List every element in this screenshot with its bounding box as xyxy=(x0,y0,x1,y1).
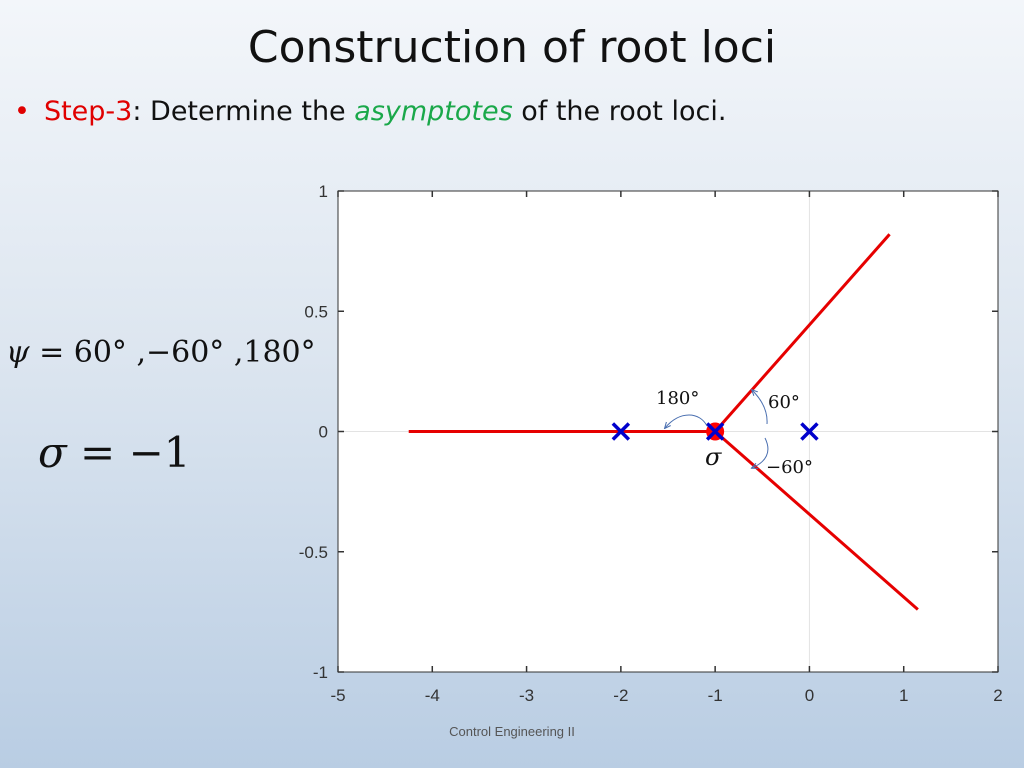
sigma-value: = −1 xyxy=(80,428,191,477)
psi-values: = 60° ,−60° ,180° xyxy=(39,335,316,370)
locus-series xyxy=(408,233,919,611)
bullet-dot-icon: • xyxy=(14,96,30,127)
bullet-emphasis: asymptotes xyxy=(354,96,513,127)
angle-annotations: 180° 60° −60° σ xyxy=(656,388,813,478)
y-tick-label: -1 xyxy=(313,663,328,682)
footer-text: Control Engineering II xyxy=(449,724,575,739)
arrow-neg60 xyxy=(752,437,769,468)
axis-ticks: -5 -4 -3 -2 -1 0 1 2 -1 -0.5 0 0.5 1 xyxy=(299,182,1003,705)
psi-symbol: ψ xyxy=(6,335,30,370)
pole-marker-1 xyxy=(705,422,725,441)
angle-60-label: 60° xyxy=(768,392,800,413)
pole-marker-0 xyxy=(611,422,631,441)
x-tick-label: -2 xyxy=(613,686,628,705)
arrow-180 xyxy=(665,414,708,428)
locus-branch-1 xyxy=(714,233,891,433)
x-tick-label: -3 xyxy=(519,686,534,705)
step-label: Step-3 xyxy=(43,96,133,127)
bullet-step: • Step-3: Determine the asymptotes of the… xyxy=(14,96,726,127)
pole-stroke-b xyxy=(611,422,631,441)
x-tick-label: -1 xyxy=(708,686,723,705)
angle-180-label: 180° xyxy=(656,388,699,409)
pole-stroke-b xyxy=(800,422,819,441)
sigma-equation: σ = −1 xyxy=(38,428,191,477)
pole-marker-2 xyxy=(800,422,819,441)
arrow-60 xyxy=(752,390,768,425)
sigma-symbol: σ xyxy=(38,428,67,477)
y-tick-label: 0 xyxy=(319,423,328,442)
pole-markers xyxy=(611,422,819,441)
page-title: Construction of root loci xyxy=(247,22,777,73)
pole-stroke-b xyxy=(705,422,725,441)
y-tick-label: -0.5 xyxy=(299,543,328,562)
locus-branch-2 xyxy=(714,430,919,611)
centroid-sigma-label: σ xyxy=(705,443,722,471)
x-tick-label: 0 xyxy=(805,686,814,705)
bullet-text-before: : Determine the xyxy=(132,96,355,127)
y-tick-label: 1 xyxy=(319,182,328,201)
angle-neg60-label: −60° xyxy=(766,457,813,478)
x-tick-label: 2 xyxy=(993,686,1002,705)
x-tick-label: 1 xyxy=(899,686,908,705)
x-tick-label: -5 xyxy=(330,686,345,705)
y-tick-label: 0.5 xyxy=(304,302,328,321)
x-tick-label: -4 xyxy=(425,686,440,705)
psi-equation: ψ = 60° ,−60° ,180° xyxy=(6,335,316,370)
bullet-text-after: of the root loci. xyxy=(512,96,727,127)
